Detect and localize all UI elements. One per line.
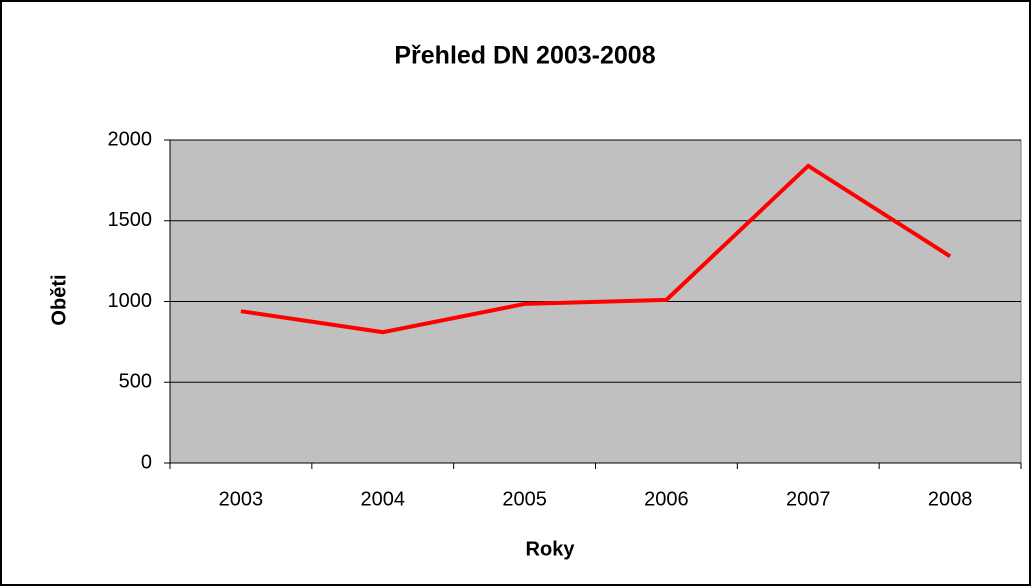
y-tick-label: 500 xyxy=(119,371,152,393)
y-tick-label: 1000 xyxy=(108,290,153,312)
x-tick-label: 2007 xyxy=(786,488,831,510)
y-tick-label: 1500 xyxy=(108,209,153,231)
x-tick-label: 2005 xyxy=(502,488,547,510)
y-axis-label: Oběti xyxy=(48,274,70,325)
x-tick-label: 2004 xyxy=(361,488,406,510)
x-axis-label: Roky xyxy=(526,538,576,560)
chart-title: Přehled DN 2003-2008 xyxy=(394,42,655,70)
series-line xyxy=(240,163,952,335)
y-tick-label: 0 xyxy=(141,451,152,473)
x-tick-label: 2003 xyxy=(219,488,264,510)
x-tick-label: 2008 xyxy=(928,488,973,510)
x-tick-label: 2006 xyxy=(644,488,689,510)
y-tick-label: 2000 xyxy=(108,128,153,150)
